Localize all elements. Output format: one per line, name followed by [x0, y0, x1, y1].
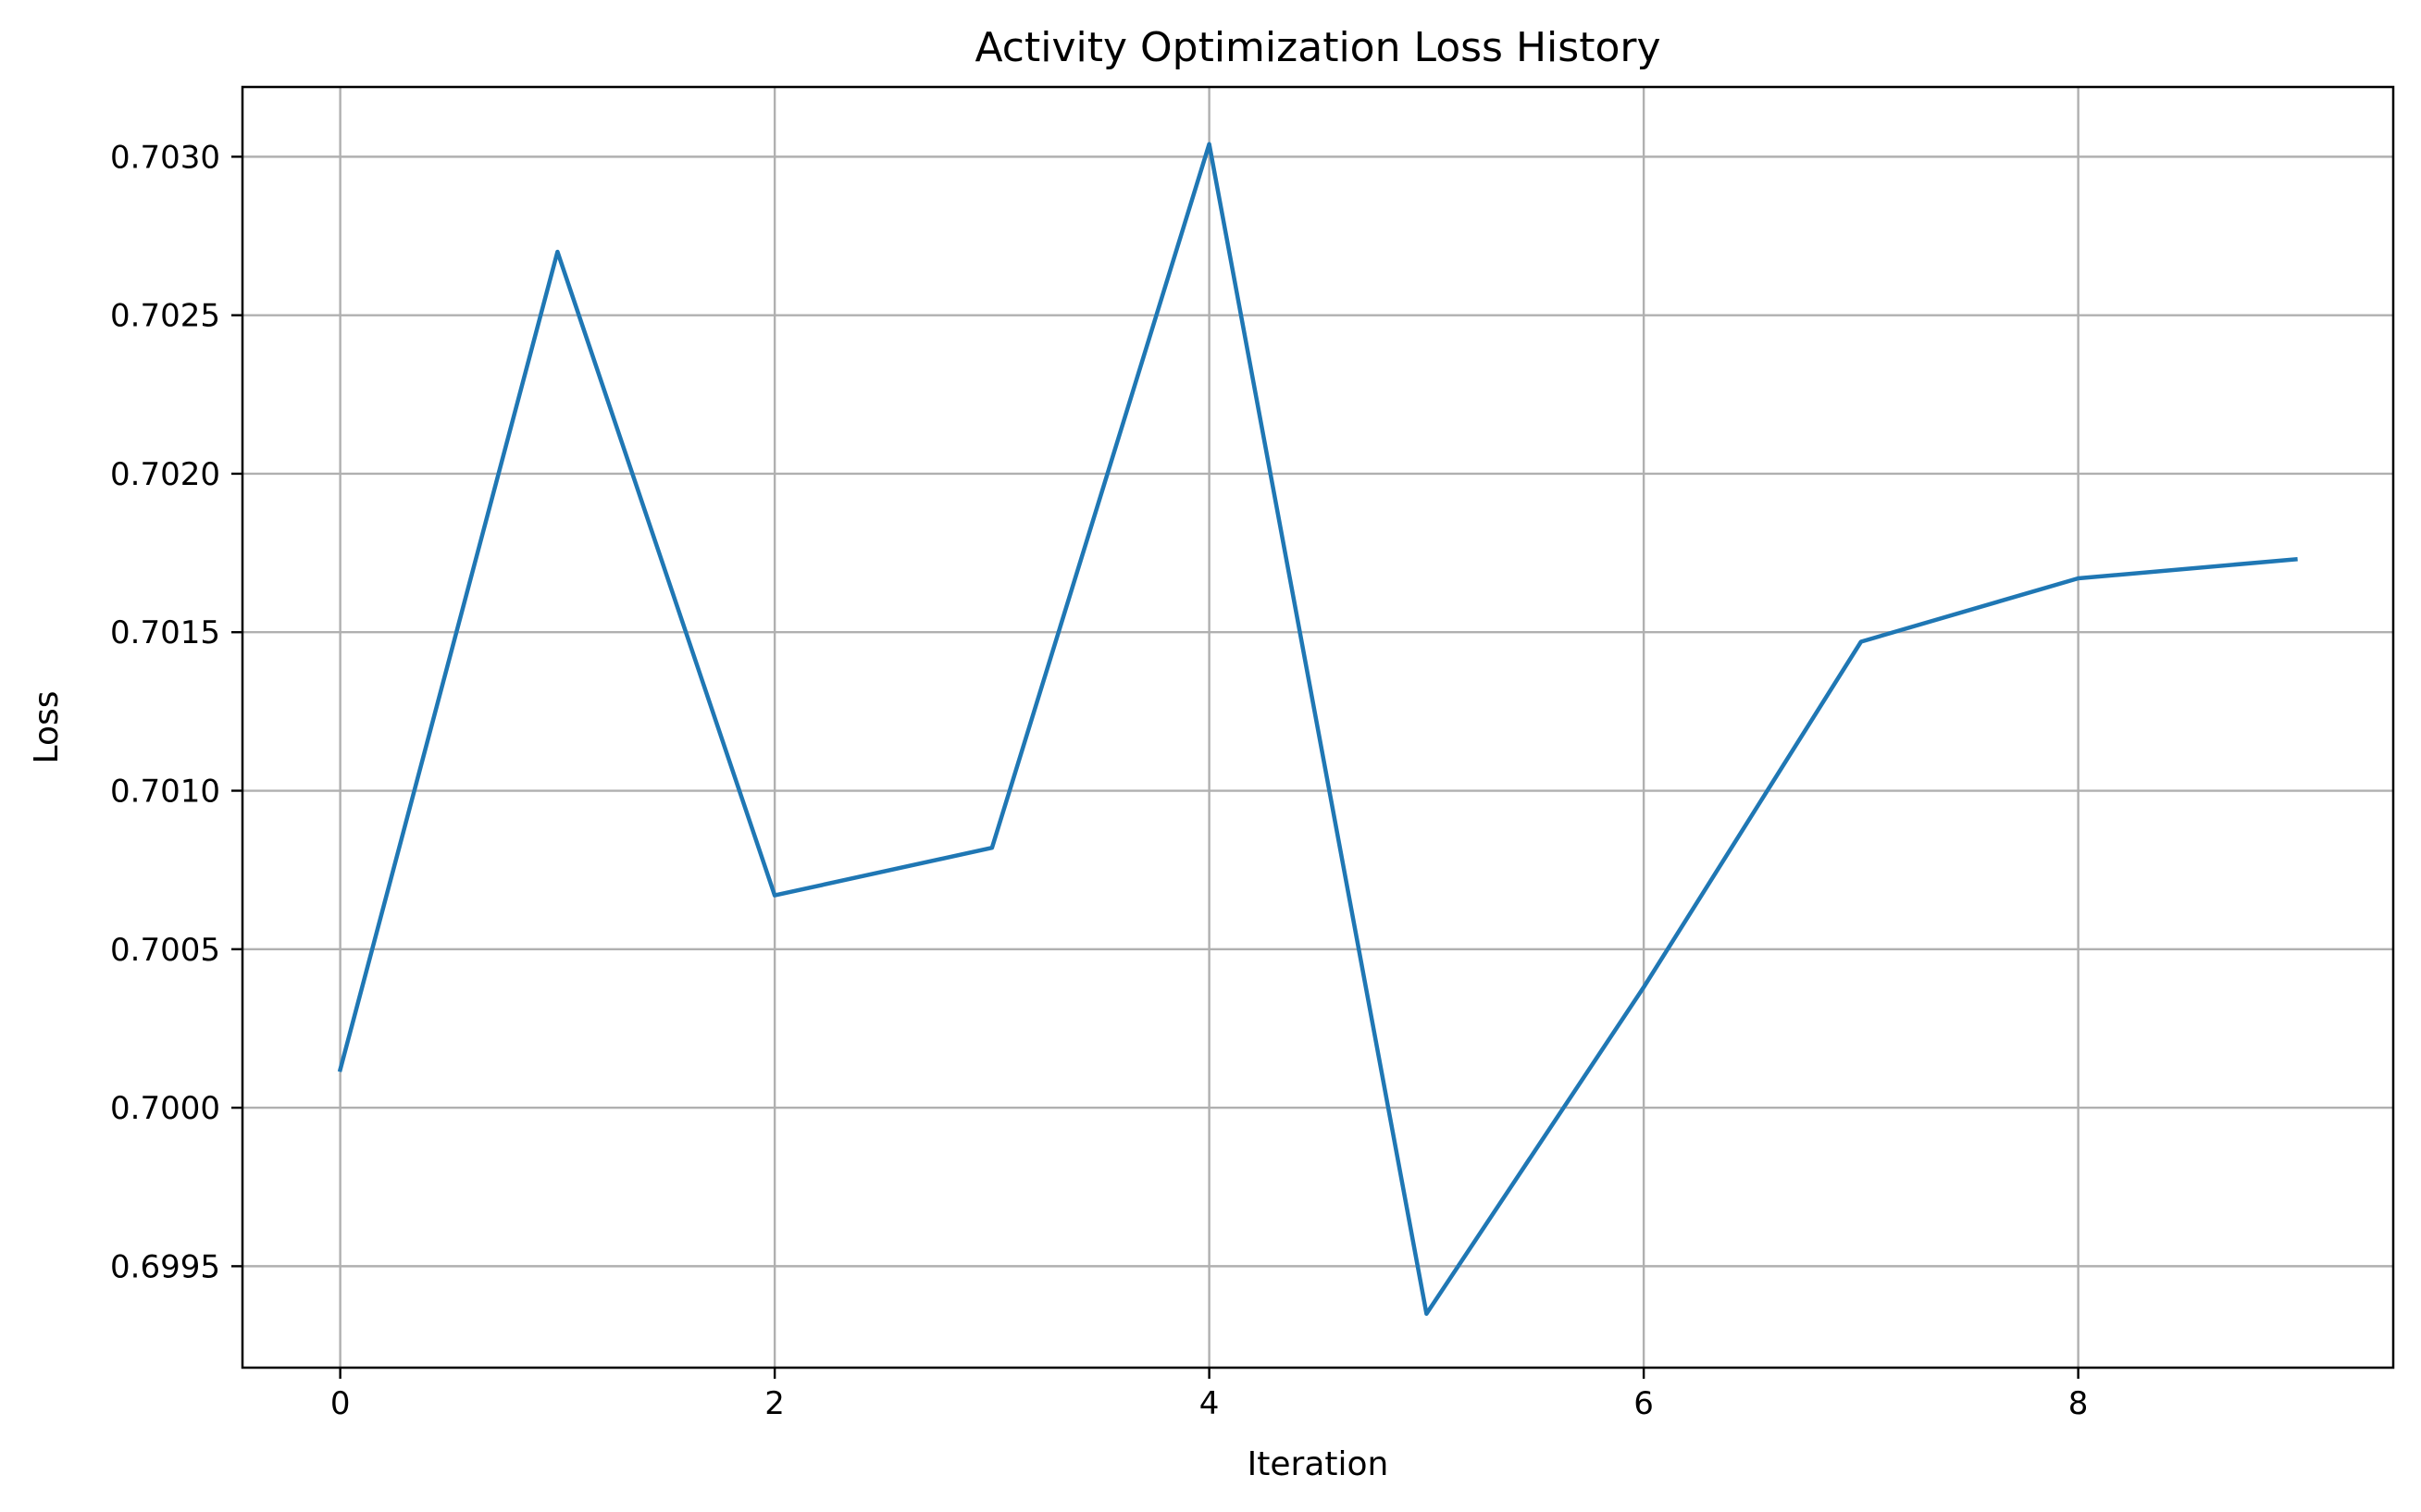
x-tick-label: 0: [330, 1385, 351, 1422]
x-tick-label: 6: [1633, 1385, 1654, 1422]
x-axis-label: Iteration: [1248, 1445, 1389, 1483]
y-tick-label: 0.7025: [110, 298, 220, 335]
y-tick-label: 0.7020: [110, 456, 220, 493]
x-tick-label: 8: [2068, 1385, 2089, 1422]
y-axis-label: Loss: [28, 691, 66, 764]
plot-frame: [241, 85, 2395, 1369]
x-tick-label: 4: [1199, 1385, 1220, 1422]
grid-lines: [242, 87, 2393, 1368]
y-axis-ticks: 0.6995 0.7000 0.7005 0.7010 0.7015 0.7020 0.70…: [110, 139, 242, 1285]
chart-title: Activity Optimization Loss History: [975, 24, 1660, 71]
x-axis-ticks: 0 2 4 6 8: [330, 1368, 2089, 1422]
y-tick-label: 0.7030: [110, 139, 220, 176]
loss-series-line: [337, 142, 2298, 1317]
y-tick-label: 0.7010: [110, 774, 220, 811]
series-layer: [337, 142, 2298, 1317]
y-tick-label: 0.7015: [110, 614, 220, 651]
y-tick-label: 0.6995: [110, 1248, 220, 1285]
y-tick-label: 0.7000: [110, 1090, 220, 1127]
y-tick-label: 0.7005: [110, 932, 220, 969]
x-tick-label: 2: [764, 1385, 785, 1422]
